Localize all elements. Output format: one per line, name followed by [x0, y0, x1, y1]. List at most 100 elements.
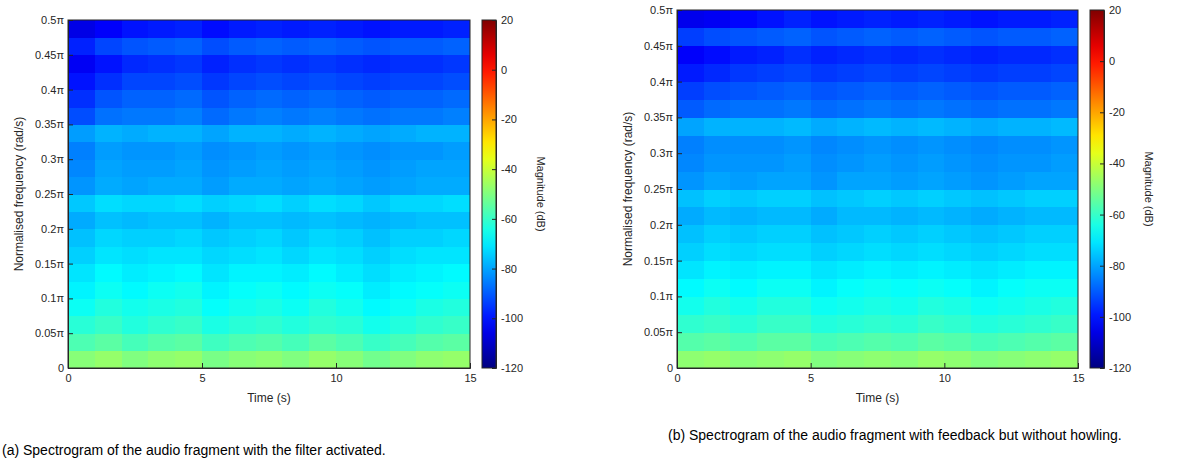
- heatmap-cell: [390, 37, 417, 55]
- heatmap-cell: [704, 261, 731, 279]
- heatmap-cell: [944, 28, 971, 46]
- y-axis-title: Normalised frequency (rad/s): [12, 117, 26, 272]
- heatmap-cell: [864, 350, 891, 368]
- heatmap-cell: [1025, 296, 1052, 314]
- heatmap-cell: [68, 211, 95, 229]
- heatmap-cell: [864, 46, 891, 64]
- heatmap-cell: [95, 246, 122, 264]
- heatmap-cell: [202, 264, 229, 282]
- heatmap-cell: [68, 333, 95, 351]
- heatmap-cell: [971, 171, 998, 189]
- y-tick: 0.25π: [35, 188, 73, 200]
- heatmap-cell: [971, 261, 998, 279]
- heatmap-cell: [390, 298, 417, 316]
- heatmap-cell: [811, 153, 838, 171]
- y-tick: 0.3π: [650, 147, 682, 159]
- heatmap-cell: [256, 211, 283, 229]
- heatmap-cell: [229, 142, 256, 160]
- heatmap-cell: [363, 298, 390, 316]
- heatmap-cell: [95, 316, 122, 334]
- heatmap-cell: [757, 117, 784, 135]
- heatmap-cell: [336, 211, 363, 229]
- heatmap-cell: [443, 159, 470, 177]
- colorbar-tick: -60: [492, 213, 517, 225]
- heatmap-cell: [202, 72, 229, 90]
- plot-frame: [677, 10, 1078, 368]
- heatmap-cell: [918, 261, 945, 279]
- heatmap-cell: [1025, 82, 1052, 100]
- heatmap-cell: [175, 37, 202, 55]
- heatmap-cell: [68, 298, 95, 316]
- heatmap-cell: [363, 316, 390, 334]
- colorbar-tick: 0: [492, 64, 507, 76]
- heatmap-cell: [891, 82, 918, 100]
- heatmap-cell: [202, 194, 229, 212]
- heatmap-cell: [256, 177, 283, 195]
- heatmap-cell: [309, 177, 336, 195]
- heatmap-cell: [998, 225, 1025, 243]
- heatmap-cell: [811, 46, 838, 64]
- heatmap-cell: [677, 350, 704, 368]
- heatmap-cell: [309, 333, 336, 351]
- colorbar: [482, 20, 496, 368]
- heatmap-cell: [309, 211, 336, 229]
- heatmap-cell: [148, 333, 175, 351]
- heatmap-cell: [891, 28, 918, 46]
- colorbar-axis-line: [492, 21, 497, 369]
- heatmap-cell: [202, 142, 229, 160]
- heatmap-cell: [122, 20, 149, 38]
- colorbar-tick-label: -120: [501, 362, 523, 374]
- heatmap-cell: [229, 20, 256, 38]
- heatmap-cell: [122, 37, 149, 55]
- heatmap-cell: [256, 159, 283, 177]
- heatmap-cell: [202, 20, 229, 38]
- heatmap-cell: [704, 153, 731, 171]
- colorbar-tick-mark: [492, 318, 496, 319]
- y-tick: 0: [58, 362, 73, 374]
- x-tick-mark: [1078, 363, 1079, 368]
- heatmap-cell: [1051, 189, 1078, 207]
- heatmap-cell: [837, 171, 864, 189]
- heatmap-cell: [864, 332, 891, 350]
- heatmap-cell: [918, 225, 945, 243]
- heatmap-cell: [148, 194, 175, 212]
- heatmap-cell: [918, 243, 945, 261]
- heatmap-cell: [730, 225, 757, 243]
- heatmap-cell: [837, 153, 864, 171]
- heatmap-cell: [95, 90, 122, 108]
- heatmap-cell: [677, 261, 704, 279]
- heatmap-cell: [256, 316, 283, 334]
- heatmap-cell: [390, 20, 417, 38]
- y-tick: 0.35π: [644, 111, 682, 123]
- heatmap-cell: [202, 316, 229, 334]
- heatmap-cell: [256, 351, 283, 368]
- y-tick-mark: [677, 368, 682, 369]
- colorbar-tick-label: 0: [1109, 55, 1115, 67]
- heatmap-cell: [416, 264, 443, 282]
- heatmap-cell: [811, 225, 838, 243]
- heatmap-cell: [363, 246, 390, 264]
- y-tick-mark: [68, 333, 73, 334]
- x-tick: 10: [939, 363, 951, 384]
- x-tick-mark: [811, 363, 812, 368]
- heatmap-cell: [811, 28, 838, 46]
- y-tick-mark: [677, 261, 682, 262]
- y-tick: 0.3π: [41, 153, 73, 165]
- heatmap-cell: [443, 333, 470, 351]
- y-tick: 0.45π: [644, 40, 682, 52]
- heatmap-cell: [837, 314, 864, 332]
- heatmap-cell: [175, 194, 202, 212]
- heatmap-cell: [998, 171, 1025, 189]
- y-tick-mark: [677, 82, 682, 83]
- plot-frame: [68, 20, 470, 368]
- heatmap-cell: [336, 351, 363, 368]
- heatmap-cell: [282, 351, 309, 368]
- heatmap-cell: [390, 124, 417, 142]
- colorbar-tick-label: -40: [1109, 157, 1125, 169]
- x-tick-label: 15: [1072, 372, 1084, 384]
- heatmap-cell: [944, 243, 971, 261]
- colorbar-tick-label: -60: [501, 213, 517, 225]
- colorbar-tick: -60: [1100, 209, 1125, 221]
- heatmap-cell: [309, 20, 336, 38]
- heatmap-cell: [704, 82, 731, 100]
